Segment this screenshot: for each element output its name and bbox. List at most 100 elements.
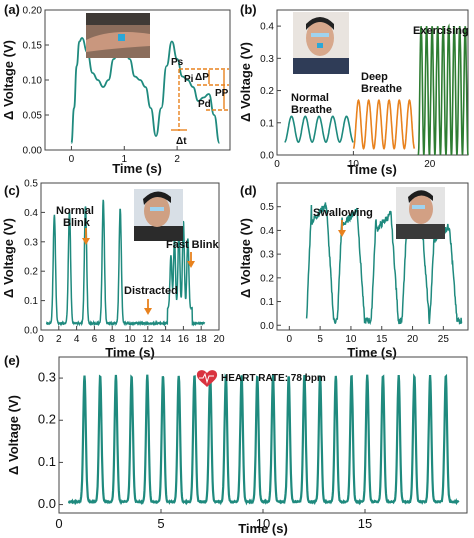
panel-b-ytick-label: 0.0 [260,151,274,162]
annotation-deep-breathe-2: Breathe [361,83,402,95]
panel-c-ytick-label: 0.4 [24,208,38,219]
panel-c-xtick-label: 12 [142,334,154,345]
panel-a-ytick-label: 0.15 [23,41,43,52]
panel-c-ytick-label: 0.3 [24,237,38,248]
panel-b-deep-breathe-line [352,98,416,150]
panel-c-ytick-label: 0.5 [24,179,38,190]
panel-a-yticks: 0.00 0.05 0.10 0.15 0.20 [23,6,49,157]
panel-c-ytick-label: 0.1 [24,296,38,307]
panel-d-frame [276,182,469,331]
panel-d-xtick-label: 15 [376,334,388,345]
annotation-normal-breathe-1: Normal [291,92,329,104]
panel-e-label: (e) [4,353,20,368]
panel-b-exercising-line [417,23,469,156]
panel-d-ytick-label: 0.4 [260,226,274,237]
panel-d-ytick-label: 0.3 [260,250,274,261]
panel-b-normal-breathe-line [284,115,354,143]
panel-e-ytick-label: 0.2 [38,412,56,427]
panel-d-ytick-label: 0.1 [260,297,274,308]
panel-c-xlabel: Time (s) [105,345,155,360]
panel-e-ytick-label: 0.1 [38,454,56,469]
annotation-normal-breathe-2: Breathe [291,104,332,116]
face-side-photo-d [396,187,445,239]
panel-b-xtick-label: 10 [348,159,360,170]
annotation-pi: Pi [184,74,194,85]
panel-d-xtick-label: 0 [287,334,293,345]
panel-c-series-line [45,199,206,327]
panel-c-xticks: 0 2 4 6 8 10 12 14 16 18 20 [38,326,225,345]
panel-e-series-line [67,373,460,506]
panel-d-ytick-label: 0.2 [260,273,274,284]
annotation-ps: Ps [171,57,184,68]
annotation-swallowing: Swallowing [313,207,373,219]
panel-d-xtick-label: 5 [317,334,323,345]
panel-e-yticks: 0.0 0.1 0.2 0.3 [38,370,63,511]
panel-b-xlabel: Time (s) [347,162,397,177]
panel-e-xtick-label: 0 [55,516,62,531]
panel-d-xtick-label: 10 [345,334,357,345]
face-front-photo [293,12,349,74]
panel-b: (b) 0.0 0.1 0.2 0.3 0.4 0 10 20 Normal Breathe… [238,2,469,177]
annotation-deep-breathe-1: Deep [361,71,388,83]
annotation-distracted: Distracted [124,285,178,297]
panel-a-xtick-label: 2 [174,154,180,165]
panel-e: (e) 0.0 0.1 0.2 0.3 0 5 10 15 HEART RATE: 78 b… [4,353,468,536]
panel-d-ytick-label: 0.5 [260,202,274,213]
panel-c-xtick-label: 16 [178,334,190,345]
annotation-pp: PP [215,88,229,99]
face-side-photo-c [134,189,183,241]
panel-e-xtick-label: 10 [256,516,270,531]
panel-c-label: (c) [4,183,20,198]
annotation-fast-blink: Fast Blink [166,239,219,251]
panel-a-ytick-label: 0.20 [23,6,43,17]
panel-c-xtick-label: 4 [74,334,80,345]
annotation-normal-blink-2: Blink [63,217,91,229]
panel-d-xlabel: Time (s) [347,345,397,360]
panel-c-xtick-label: 18 [196,334,208,345]
panel-c-annotations: Normal Blink Distracted Fast Blink [56,205,219,315]
panel-c-xtick-label: 14 [160,334,172,345]
panel-a-ytick-label: 0.10 [23,76,43,87]
panel-b-ytick-label: 0.4 [260,22,274,33]
panel-a: (a) 0.00 0.05 0.10 0.15 0.20 0 1 2 Ps Pi Pd ΔP… [1,2,231,176]
panel-c-xtick-label: 20 [213,334,225,345]
panel-c: (c) 0.0 0.1 0.2 0.3 0.4 0.5 0 2 4 6 8 10 12 14 16 18 20… [1,179,225,361]
panel-d-xtick-label: 20 [407,334,419,345]
panel-a-ylabel: Δ Voltage (V) [1,40,16,120]
panel-a-xticks: 0 1 2 [69,146,180,165]
panel-b-yticks: 0.0 0.1 0.2 0.3 0.4 [260,22,281,162]
panel-a-ytick-label: 0.05 [23,111,43,122]
annotation-normal-blink-1: Normal [56,205,94,217]
panel-c-ylabel: Δ Voltage (V) [1,218,16,298]
annotation-delta-t: Δt [176,136,187,147]
panel-a-xtick-label: 1 [122,154,128,165]
panel-d: (d) 0.0 0.1 0.2 0.3 0.4 0.5 0 5 10 15 20 25 Swallo… [238,182,469,360]
panel-e-xtick-label: 15 [358,516,372,531]
annotation-delta-p: ΔP [195,72,209,83]
panel-e-ytick-label: 0.3 [38,370,56,385]
panel-b-xtick-label: 0 [274,159,280,170]
heart-icon [196,370,218,387]
panel-e-xlabel: Time (s) [238,521,288,536]
annotation-pd: Pd [198,99,211,110]
panel-b-ytick-label: 0.1 [260,118,274,129]
panel-c-xtick-label: 2 [56,334,62,345]
panel-d-ytick-label: 0.0 [260,321,274,332]
panel-c-ytick-label: 0.2 [24,267,38,278]
panel-a-label: (a) [4,2,20,17]
panel-b-frame [276,9,469,156]
panel-d-xticks: 0 5 10 15 20 25 [287,326,449,345]
panel-a-ytick-label: 0.00 [23,146,43,157]
annotation-heart-rate: HEART RATE: 78 bpm [221,373,326,384]
wrist-photo [86,13,150,58]
panel-e-xticks: 0 5 10 15 [55,509,372,531]
panel-b-ylabel: Δ Voltage (V) [238,42,253,122]
panel-c-xtick-label: 8 [109,334,115,345]
panel-e-xtick-label: 5 [157,516,164,531]
panel-c-xtick-label: 6 [92,334,98,345]
panel-d-yticks: 0.0 0.1 0.2 0.3 0.4 0.5 [260,202,281,332]
panel-a-xtick-label: 0 [69,154,75,165]
panel-c-xtick-label: 10 [124,334,136,345]
panel-b-label: (b) [240,2,257,17]
